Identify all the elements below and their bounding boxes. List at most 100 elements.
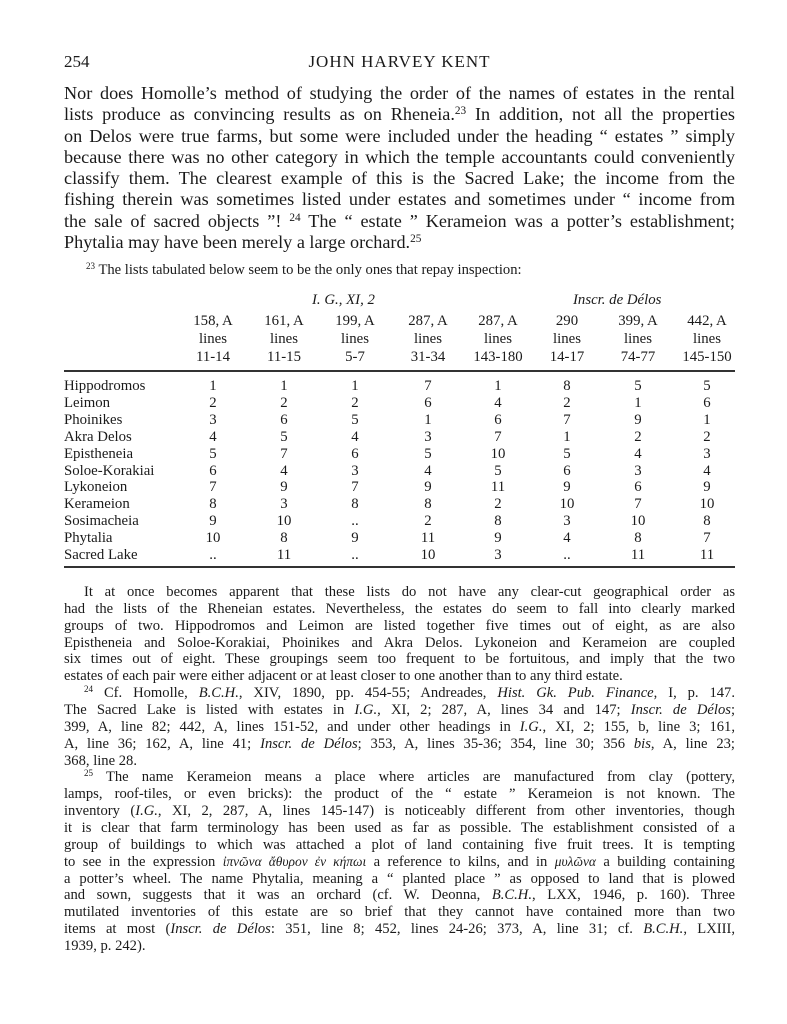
rank-cell: 8 xyxy=(563,378,571,394)
note-line: 368, line 28. xyxy=(64,752,137,769)
table-row: Kerameion 8 3 8 8 2 10 7 10 xyxy=(64,496,735,513)
rank-cell: 11 xyxy=(630,547,646,563)
group-header-inscr: Inscr. de Délos xyxy=(573,292,662,308)
rank-cell: 6 xyxy=(424,394,432,411)
rank-cell: 4 xyxy=(424,462,432,479)
note-line: A, line 36; 162, A, line 41; Inscr. de D… xyxy=(64,735,735,752)
rank-cell: 9 xyxy=(424,479,432,496)
rank-cell: 1 xyxy=(563,428,571,445)
rank-cell: 5 xyxy=(424,445,432,462)
column-header: 287, A lines 143-180 xyxy=(463,312,533,366)
estate-name: Sosimacheia xyxy=(64,513,139,530)
rank-cell: 4 xyxy=(494,394,502,411)
column-header-line: lines xyxy=(484,331,512,347)
rank-cell: 7 xyxy=(563,411,571,428)
estate-name: Hippodromos xyxy=(64,378,146,394)
column-header: 287, A lines 31-34 xyxy=(393,312,463,366)
main-paragraph-line: on Delos were true farms, but some were … xyxy=(64,125,735,146)
footnote-marker: 24 xyxy=(289,211,301,224)
rank-cell: 9 xyxy=(634,411,642,428)
rank-cell: 11 xyxy=(699,547,715,563)
column-header: 199, A lines 5-7 xyxy=(320,312,390,366)
column-header-line: 11-14 xyxy=(196,349,230,365)
table-row: Phytalia 10 8 9 11 9 4 8 7 xyxy=(64,530,735,547)
column-header-line: lines xyxy=(270,331,298,347)
table-row: Hippodromos 1 1 1 7 1 8 5 5 xyxy=(64,378,735,395)
column-header-line: 442, A xyxy=(687,313,727,329)
rank-cell: 2 xyxy=(494,496,502,513)
rank-cell: 6 xyxy=(703,394,711,411)
footnote-marker: 24 xyxy=(84,684,94,695)
main-paragraph-line: the sale of sacred objects ”! 24 The “ e… xyxy=(64,210,735,231)
rank-cell: 10 xyxy=(420,547,436,563)
rank-cell: 10 xyxy=(699,496,715,513)
main-paragraph-line: because there was no other category in w… xyxy=(64,146,735,167)
rank-cell: 2 xyxy=(703,428,711,445)
rank-cell: 3 xyxy=(634,462,642,479)
rank-cell: 1 xyxy=(209,378,217,394)
rank-cell: 5 xyxy=(703,378,711,394)
rank-cell: 8 xyxy=(351,496,359,513)
main-paragraph-line: lists produce as convincing results as o… xyxy=(64,104,735,125)
estate-name: Soloe-Korakiai xyxy=(64,462,155,479)
rank-cell: 3 xyxy=(209,411,217,428)
note-line: group of buildings to which was attached… xyxy=(64,836,735,853)
table-row: Akra Delos 4 5 4 3 7 1 2 2 xyxy=(64,429,735,446)
column-header: 290 lines 14-17 xyxy=(532,312,602,366)
footnote-marker: 23 xyxy=(454,105,467,118)
column-header-line: 14-17 xyxy=(549,349,585,365)
rank-cell: 9 xyxy=(280,479,288,496)
note-line: estates of each pair were either adjacen… xyxy=(64,668,623,685)
notes: It at once becomes apparent that these l… xyxy=(64,584,735,955)
main-paragraph-line: Phytalia may have been merely a large or… xyxy=(64,232,422,253)
column-header-line: lines xyxy=(341,331,369,347)
footnote-text: The lists tabulated below seem to be the… xyxy=(98,262,522,278)
note-line: 25 The name Kerameion means a place wher… xyxy=(84,768,735,786)
rank-cell: 8 xyxy=(634,530,642,547)
note-line: six times out of eight. These groupings … xyxy=(64,651,735,668)
table-row: Sacred Lake.. 11.. 10 3.. 11 11 xyxy=(64,547,735,564)
rank-cell: 3 xyxy=(494,547,502,563)
note-line: to see in the expression ἰπνῶνα ἄθυρον ἐ… xyxy=(64,853,735,870)
column-header-line: 290 xyxy=(555,313,579,329)
column-header-line: 11-15 xyxy=(267,349,301,365)
rank-cell: 7 xyxy=(494,428,502,445)
rank-cell: 11 xyxy=(276,547,292,563)
rank-cell: 1 xyxy=(494,378,502,394)
estate-name: Epistheneia xyxy=(64,445,134,462)
rank-cell: 9 xyxy=(703,479,711,496)
rank-cell: 10 xyxy=(630,513,646,530)
column-header: 161, A lines 11-15 xyxy=(249,312,319,366)
page-number: 254 xyxy=(64,52,90,71)
note-line: it is clear that farm terminology has be… xyxy=(64,820,735,837)
column-header-line: 399, A xyxy=(618,313,658,329)
rank-cell: .. xyxy=(351,547,359,563)
rank-cell: 8 xyxy=(703,513,711,530)
rank-cell: 7 xyxy=(424,378,432,394)
rank-cell: 6 xyxy=(494,411,502,428)
note-line: inventory (I.G., XI, 2, 287, A, lines 14… xyxy=(64,803,735,820)
rank-cell: 2 xyxy=(280,394,288,411)
estate-name: Phytalia xyxy=(64,530,113,547)
note-line: a potter’s wheel. The name Phytalia, mea… xyxy=(64,870,735,887)
table-top-rule xyxy=(64,370,735,372)
rank-cell: 10 xyxy=(276,513,292,530)
column-header-line: 161, A xyxy=(264,313,304,329)
discussion-paragraph: It at once becomes apparent that these l… xyxy=(64,584,735,685)
rank-cell: 2 xyxy=(634,428,642,445)
rank-cell: 6 xyxy=(351,445,359,462)
rank-cell: 1 xyxy=(703,411,711,428)
column-header-line: 287, A xyxy=(408,313,448,329)
footnote-24: 24 Cf. Homolle, B.C.H., XIV, 1890, pp. 4… xyxy=(64,685,735,769)
running-head: 254 JOHN HARVEY KENT xyxy=(64,52,735,74)
rank-cell: 11 xyxy=(490,479,506,496)
estate-name: Akra Delos xyxy=(64,428,132,445)
table-row: Lykoneion 7 9 7 9 11 9 6 9 xyxy=(64,479,735,496)
table-row: Epistheneia 5 7 6 5 10 5 4 3 xyxy=(64,446,735,463)
table-row: Sosimacheia 9 10.. 2 8 3 10 8 xyxy=(64,513,735,530)
note-line: It at once becomes apparent that these l… xyxy=(84,584,735,600)
footnote-25: 25 The name Kerameion means a place wher… xyxy=(64,769,735,954)
footnote-23: 23 The lists tabulated below seem to be … xyxy=(64,262,735,279)
column-header-line: 31-34 xyxy=(410,349,446,365)
rank-cell: 11 xyxy=(420,530,436,547)
